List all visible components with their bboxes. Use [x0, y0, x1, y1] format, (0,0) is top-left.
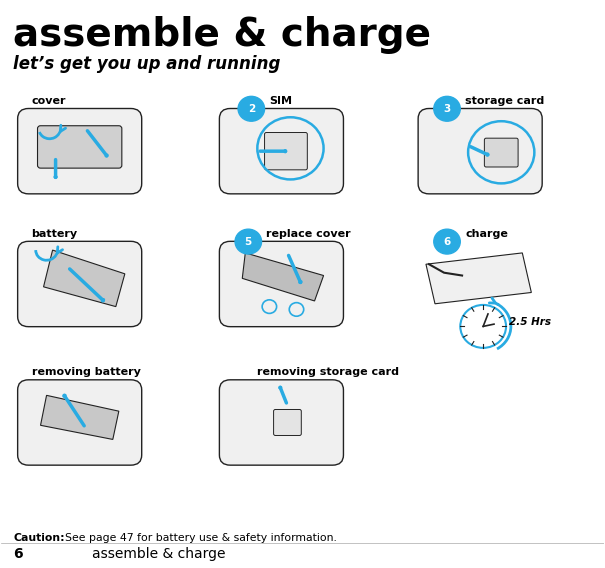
Text: removing battery: removing battery: [31, 367, 140, 377]
FancyBboxPatch shape: [485, 138, 518, 167]
Text: assemble & charge: assemble & charge: [13, 15, 431, 53]
Text: replace cover: replace cover: [266, 229, 351, 239]
Text: 2: 2: [247, 104, 255, 114]
FancyBboxPatch shape: [220, 380, 344, 465]
FancyBboxPatch shape: [18, 108, 142, 194]
FancyBboxPatch shape: [220, 241, 344, 327]
Text: storage card: storage card: [465, 96, 544, 106]
FancyBboxPatch shape: [220, 108, 344, 194]
Text: let’s get you up and running: let’s get you up and running: [13, 55, 281, 73]
Text: See page 47 for battery use & safety information.: See page 47 for battery use & safety inf…: [65, 533, 336, 542]
Text: SIM: SIM: [269, 96, 292, 106]
FancyBboxPatch shape: [38, 126, 122, 168]
Text: assemble & charge: assemble & charge: [92, 547, 225, 561]
Polygon shape: [242, 253, 324, 301]
Text: 5: 5: [244, 237, 252, 247]
Text: 6: 6: [443, 237, 451, 247]
Circle shape: [235, 229, 261, 254]
Text: charge: charge: [465, 229, 508, 239]
Polygon shape: [44, 250, 125, 307]
Text: 6: 6: [13, 547, 23, 561]
FancyBboxPatch shape: [264, 132, 307, 170]
Text: Caution:: Caution:: [13, 533, 65, 542]
FancyBboxPatch shape: [418, 108, 542, 194]
FancyBboxPatch shape: [18, 380, 142, 465]
Circle shape: [434, 97, 460, 121]
Text: cover: cover: [31, 96, 66, 106]
FancyBboxPatch shape: [18, 241, 142, 327]
Text: 3: 3: [443, 104, 451, 114]
Text: 2.5 Hrs: 2.5 Hrs: [509, 317, 551, 327]
Circle shape: [238, 97, 264, 121]
Polygon shape: [426, 253, 531, 304]
Text: removing storage card: removing storage card: [257, 367, 399, 377]
Polygon shape: [41, 395, 119, 440]
Circle shape: [434, 229, 460, 254]
Text: battery: battery: [31, 229, 77, 239]
FancyBboxPatch shape: [273, 410, 301, 436]
